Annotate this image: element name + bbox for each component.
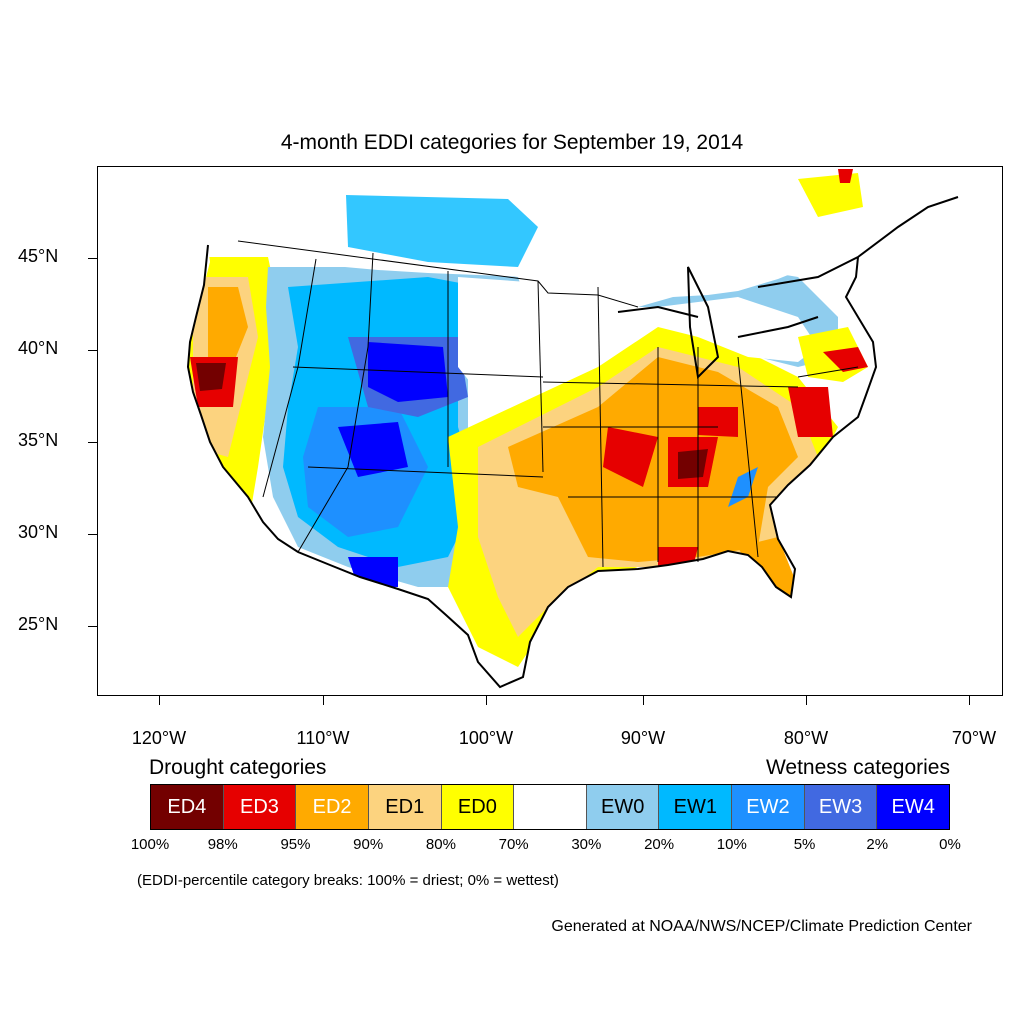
- drought-heading: Drought categories: [149, 756, 327, 779]
- lon-tick: [969, 696, 970, 705]
- coastlines: [186, 196, 959, 689]
- category-legend: ED4 ED3 ED2 ED1 ED0 EW0 EW1 EW2 EW3 EW4: [150, 784, 950, 830]
- map-panel: [97, 166, 1003, 696]
- lon-label-110: 110°W: [296, 728, 350, 748]
- percentile-label: 5%: [793, 836, 816, 853]
- percentile-label: 95%: [280, 836, 311, 853]
- lat-tick: [88, 626, 97, 627]
- eddi-category-fill: [188, 245, 876, 687]
- lat-label-25: 25°N: [18, 614, 59, 634]
- lat-label-45: 45°N: [18, 246, 59, 266]
- legend-box-ew0: EW0: [586, 785, 660, 829]
- lat-tick: [88, 350, 97, 351]
- legend-box-ed2: ED2: [296, 785, 369, 829]
- legend-box-ed3: ED3: [223, 785, 297, 829]
- lon-label-120: 120°W: [131, 728, 187, 748]
- lat-tick: [88, 534, 97, 535]
- lon-tick: [159, 696, 160, 705]
- wetness-heading: Wetness categories: [765, 756, 950, 779]
- legend-box-ed1: ED1: [368, 785, 442, 829]
- percentile-label: 30%: [571, 836, 602, 853]
- legend-box-ew1: EW1: [659, 785, 733, 829]
- eddi-map: [186, 167, 959, 689]
- percentile-label: 70%: [498, 836, 529, 853]
- lat-label-35: 35°N: [18, 430, 59, 450]
- percentile-label: 100%: [130, 836, 170, 853]
- lon-tick: [486, 696, 487, 705]
- percentile-label: 90%: [353, 836, 384, 853]
- lon-label-90: 90°W: [620, 728, 666, 748]
- lon-tick: [643, 696, 644, 705]
- percentile-label: 20%: [644, 836, 675, 853]
- legend-box-ed4: ED4: [151, 785, 224, 829]
- percentile-label: 0%: [939, 836, 961, 853]
- percentile-label: 10%: [716, 836, 747, 853]
- legend-box-ew4: EW4: [877, 785, 950, 829]
- lat-label-30: 30°N: [18, 522, 59, 542]
- percentile-label: 2%: [866, 836, 889, 853]
- legend-box-ew2: EW2: [732, 785, 805, 829]
- lon-tick: [806, 696, 807, 705]
- lat-label-40: 40°N: [18, 338, 59, 358]
- category-note: (EDDI-percentile category breaks: 100% =…: [137, 872, 559, 889]
- state-borders: [237, 240, 859, 568]
- legend-box-neutral: [514, 785, 587, 829]
- lat-tick: [88, 258, 97, 259]
- lon-label-100: 100°W: [458, 728, 514, 748]
- legend-box-ew3: EW3: [804, 785, 878, 829]
- lat-tick: [88, 442, 97, 443]
- lon-label-70: 70°W: [951, 728, 997, 748]
- lon-label-80: 80°W: [783, 728, 829, 748]
- percentile-label: 98%: [207, 836, 238, 853]
- percentile-label: 80%: [425, 836, 456, 853]
- credit-text: Generated at NOAA/NWS/NCEP/Climate Predi…: [551, 918, 972, 935]
- map-title: 4-month EDDI categories for September 19…: [280, 131, 744, 154]
- legend-box-ed0: ED0: [441, 785, 515, 829]
- lon-tick: [323, 696, 324, 705]
